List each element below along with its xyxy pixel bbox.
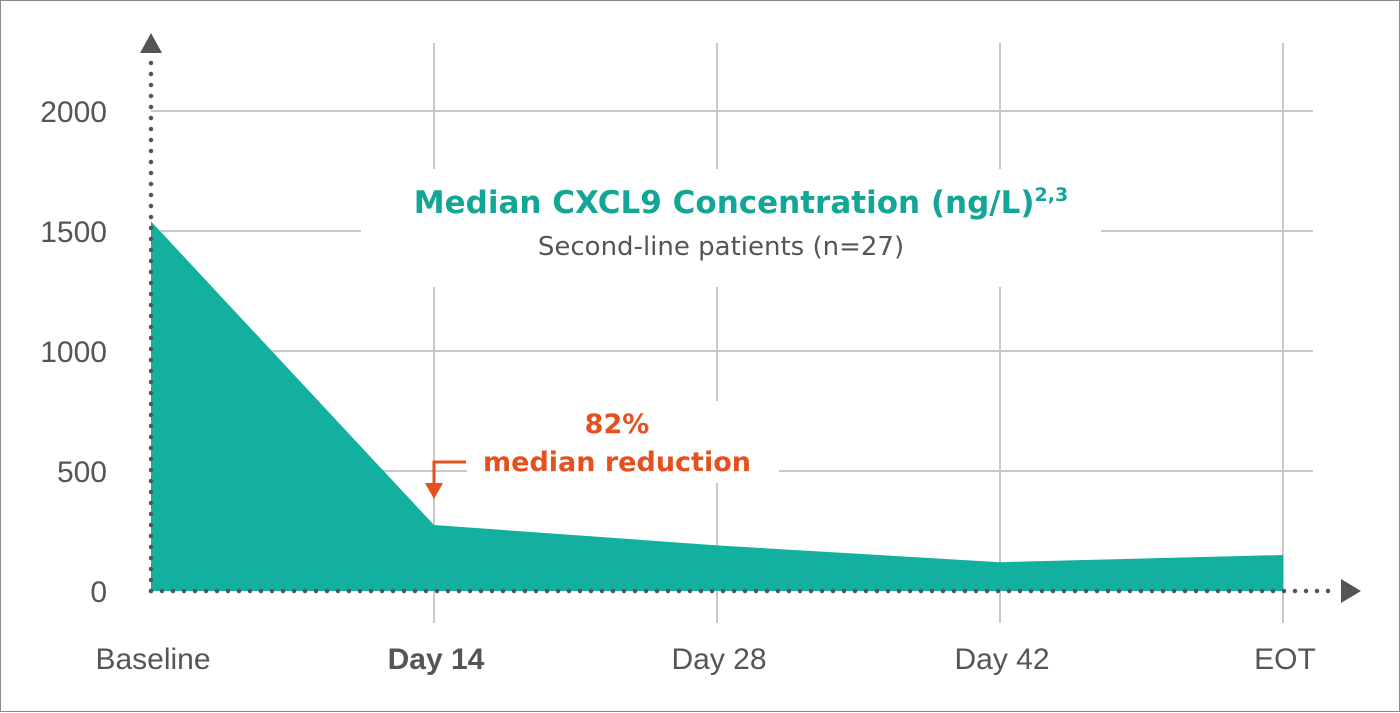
annotation: 82% median reduction [425, 401, 779, 499]
chart-title: Median CXCL9 Concentration (ng/L)2,3 [414, 184, 1068, 221]
y-tick-label-1500: 1500 [40, 216, 107, 249]
y-tick-label-2000: 2000 [40, 96, 107, 129]
chart-title-text: Median CXCL9 Concentration (ng/L) [414, 185, 1035, 221]
x-tick-label-3: Day 28 [671, 643, 766, 676]
y-tick-label-0: 0 [90, 576, 107, 609]
axes [140, 33, 1361, 603]
annotation-backdrop [467, 401, 779, 483]
annotation-leader-line [432, 460, 466, 485]
y-tick-label-1000: 1000 [40, 336, 107, 369]
x-tick-labels: Baseline Day 14 Day 28 Day 42 EOT [95, 643, 1315, 676]
y-tick-labels: 0 500 1000 1500 2000 [40, 96, 107, 609]
title-backdrop [361, 169, 1101, 287]
annotation-arrow-icon [425, 483, 443, 499]
chart-subtitle: Second-line patients (n=27) [538, 232, 904, 262]
area-series-1 [151, 221, 1283, 591]
x-tick-label-5: EOT [1254, 643, 1316, 676]
x-axis-arrow [1341, 579, 1361, 603]
annotation-label: median reduction [483, 447, 751, 478]
y-tick-label-500: 500 [57, 456, 107, 489]
x-tick-label-4: Day 42 [954, 643, 1049, 676]
annotation-percent: 82% [585, 409, 650, 440]
x-tick-label-2: Day 14 [388, 643, 485, 676]
y-axis-arrow [140, 33, 162, 53]
area-series [151, 221, 1283, 591]
x-tick-label-1: Baseline [95, 643, 210, 676]
chart-title-superscript: 2,3 [1035, 184, 1069, 206]
